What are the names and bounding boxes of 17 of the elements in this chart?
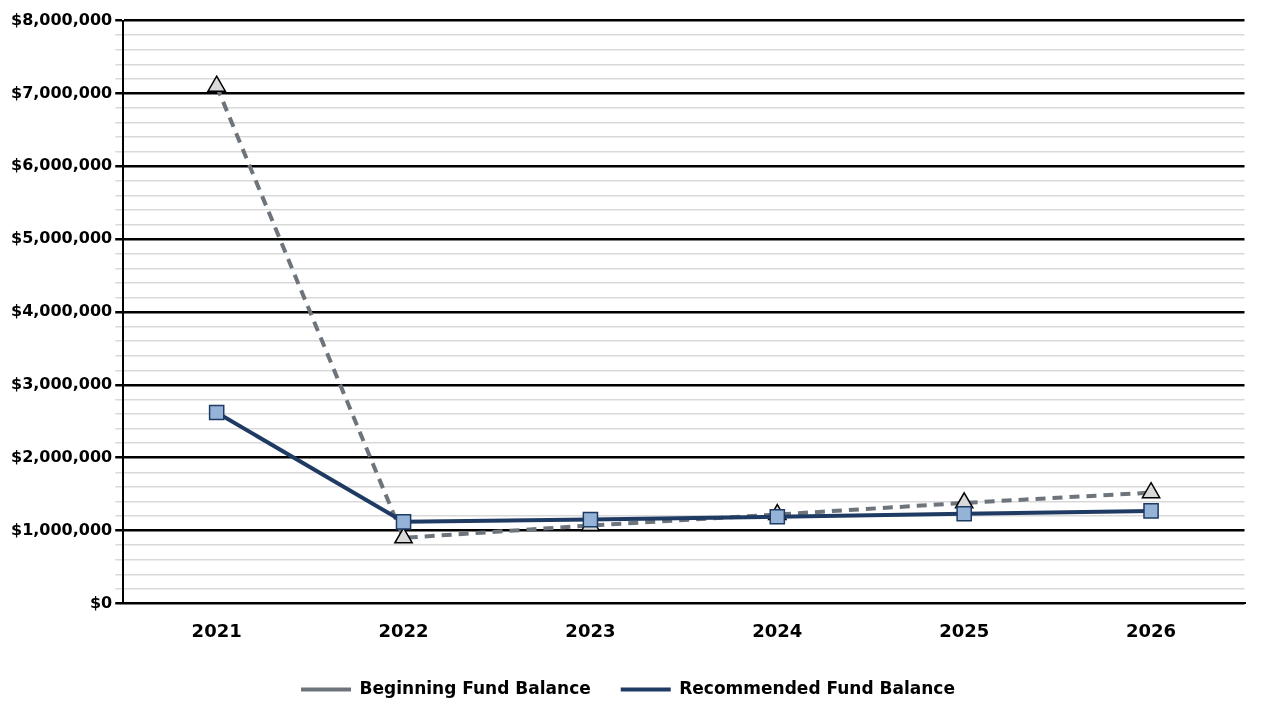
- y-tick-label: $6,000,000: [11, 155, 113, 175]
- legend-label: Recommended Fund Balance: [679, 677, 955, 698]
- y-tick-label: $2,000,000: [11, 446, 113, 466]
- x-tick-label: 2023: [565, 619, 616, 641]
- y-tick-label: $4,000,000: [11, 301, 113, 321]
- x-tick-label: 2022: [378, 619, 429, 641]
- y-tick-label: $8,000,000: [11, 9, 113, 29]
- legend-label: Beginning Fund Balance: [359, 677, 591, 698]
- x-tick-label: 2025: [939, 619, 990, 641]
- y-tick-label: $1,000,000: [11, 519, 113, 539]
- x-tick-label: 2026: [1126, 619, 1177, 641]
- y-tick-label: $0: [89, 592, 113, 612]
- x-tick-label: 2024: [752, 619, 803, 641]
- y-tick-label: $5,000,000: [11, 228, 113, 248]
- x-tick-label: 2021: [191, 619, 242, 641]
- y-tick-label: $3,000,000: [11, 374, 113, 394]
- y-tick-label: $7,000,000: [11, 82, 113, 102]
